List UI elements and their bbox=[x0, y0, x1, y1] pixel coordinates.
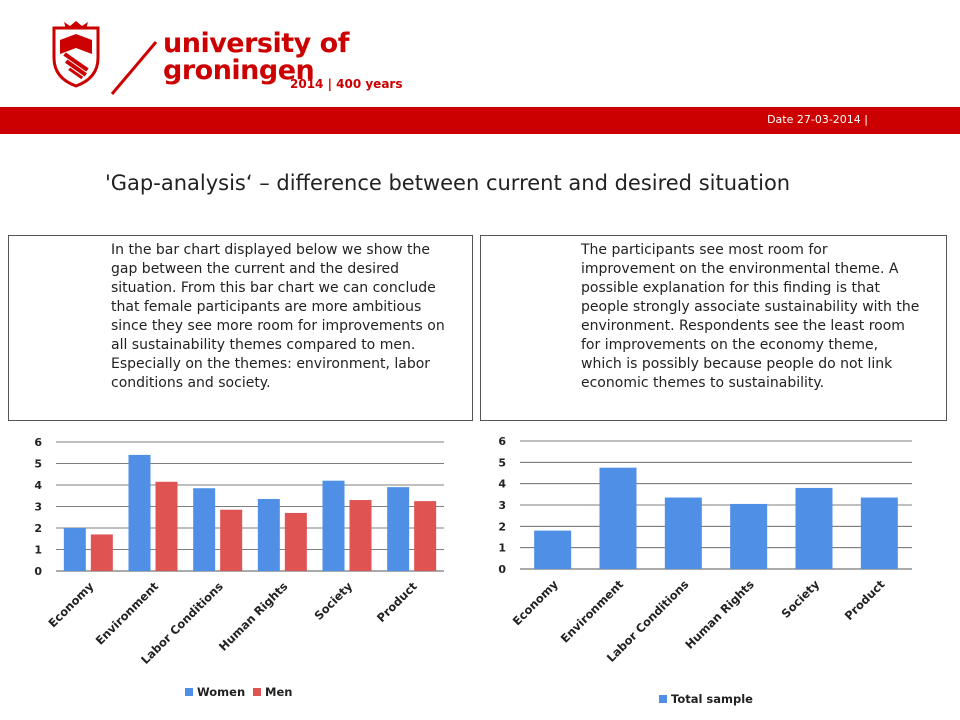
university-name: university of groningen bbox=[163, 30, 349, 84]
y-tick-label: 0 bbox=[498, 563, 506, 576]
bar-men bbox=[414, 501, 437, 571]
bar-women bbox=[322, 480, 345, 571]
bar-total-sample bbox=[534, 530, 572, 569]
y-tick-label: 3 bbox=[498, 499, 506, 512]
legend-label: Women bbox=[197, 685, 245, 699]
left-text-paragraph: In the bar chart displayed below we show… bbox=[111, 242, 445, 391]
bar-total-sample bbox=[664, 497, 702, 569]
legend-label: Total sample bbox=[671, 692, 753, 706]
y-tick-label: 0 bbox=[34, 565, 42, 578]
legend-swatch bbox=[253, 688, 261, 696]
y-tick-label: 5 bbox=[498, 456, 506, 469]
y-tick-label: 4 bbox=[498, 478, 506, 491]
university-name-line1: university of bbox=[163, 28, 349, 59]
bar-total-sample bbox=[730, 503, 768, 569]
x-tick-label: Product bbox=[842, 577, 888, 623]
anniversary-label: 2014 | 400 years bbox=[290, 77, 403, 91]
x-tick-label: Human Rights bbox=[216, 579, 291, 654]
y-tick-label: 1 bbox=[34, 544, 42, 557]
bar-women bbox=[387, 487, 410, 571]
bar-men bbox=[220, 509, 243, 571]
x-tick-label: Society bbox=[778, 577, 822, 621]
y-tick-label: 2 bbox=[34, 522, 42, 535]
slide-title: 'Gap-analysis‘ – difference between curr… bbox=[105, 171, 791, 195]
bar-women bbox=[128, 454, 151, 571]
legend-swatch bbox=[185, 688, 193, 696]
header-red-bar bbox=[0, 107, 960, 134]
right-text-paragraph: The participants see most room for impro… bbox=[581, 242, 920, 391]
x-tick-label: Environment bbox=[93, 579, 162, 648]
y-tick-label: 4 bbox=[34, 479, 42, 492]
bar-women bbox=[257, 498, 280, 571]
university-name-line2: groningen bbox=[163, 55, 315, 86]
bar-total-sample bbox=[795, 487, 833, 569]
bar-women bbox=[63, 528, 86, 571]
legend-swatch bbox=[659, 695, 667, 703]
x-tick-label: Environment bbox=[558, 577, 627, 646]
x-tick-label: Economy bbox=[510, 577, 561, 628]
bar-total-sample bbox=[860, 497, 898, 569]
y-tick-label: 2 bbox=[498, 520, 506, 533]
date-label: Date 27-03-2014 | bbox=[767, 113, 868, 126]
bar-total-sample bbox=[599, 467, 637, 569]
legend-label: Men bbox=[265, 685, 292, 699]
right-text-box: The participants see most room for impro… bbox=[480, 235, 947, 421]
bar-men bbox=[90, 534, 113, 571]
bar-women bbox=[193, 488, 216, 571]
y-tick-label: 1 bbox=[498, 542, 506, 555]
logo-divider-slash bbox=[110, 41, 158, 95]
bar-men bbox=[155, 481, 178, 571]
bar-men bbox=[349, 500, 372, 571]
bar-men bbox=[284, 512, 307, 571]
y-tick-label: 6 bbox=[34, 436, 42, 449]
y-tick-label: 6 bbox=[498, 435, 506, 448]
left-text-box: In the bar chart displayed below we show… bbox=[8, 235, 473, 421]
x-tick-label: Economy bbox=[45, 579, 96, 630]
x-tick-label: Product bbox=[374, 579, 420, 625]
y-tick-label: 3 bbox=[34, 501, 42, 514]
y-tick-label: 5 bbox=[34, 458, 42, 471]
x-tick-label: Society bbox=[311, 579, 355, 623]
university-crest-logo bbox=[52, 21, 100, 88]
x-tick-label: Human Rights bbox=[682, 577, 757, 652]
